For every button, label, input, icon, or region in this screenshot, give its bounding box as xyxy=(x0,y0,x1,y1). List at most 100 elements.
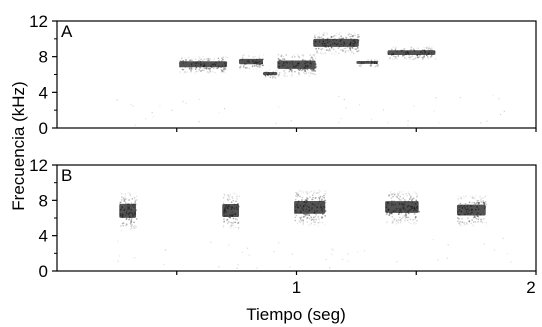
note-speckle xyxy=(339,40,342,42)
note-speckle xyxy=(248,55,250,57)
note-speckle xyxy=(410,208,412,211)
note-speckle xyxy=(237,215,239,218)
note-speckle xyxy=(394,203,397,206)
note-speckle xyxy=(226,198,229,200)
note-speckle xyxy=(248,61,250,63)
note-speckle xyxy=(389,212,391,214)
note-speckle xyxy=(317,36,319,39)
note-speckle xyxy=(416,207,418,209)
noise-speckle xyxy=(340,117,342,120)
note-speckle xyxy=(315,40,317,43)
note-speckle xyxy=(259,63,262,66)
note-speckle xyxy=(298,200,300,202)
note-speckle xyxy=(301,208,304,210)
note-speckle xyxy=(228,221,230,223)
note-speckle xyxy=(313,221,315,223)
note-speckle xyxy=(468,220,470,223)
note-speckle xyxy=(476,201,478,204)
note-speckle xyxy=(391,193,393,195)
note-speckle xyxy=(285,61,288,63)
note-speckle xyxy=(318,200,321,203)
note-speckle xyxy=(370,64,372,67)
note-speckle xyxy=(218,59,220,62)
note-speckle xyxy=(127,208,130,210)
note-speckle xyxy=(406,51,408,53)
note-speckle xyxy=(273,76,275,78)
note-speckle xyxy=(188,66,191,69)
note-speckle xyxy=(297,192,299,195)
note-speckle xyxy=(427,52,430,55)
note-speckle xyxy=(222,197,225,199)
note-speckle xyxy=(415,199,417,202)
noise-speckle xyxy=(198,121,200,123)
note-speckle xyxy=(125,218,128,220)
note-speckle xyxy=(213,67,215,70)
note-speckle xyxy=(314,36,316,39)
note-speckle xyxy=(401,49,403,52)
noise-speckle xyxy=(198,98,200,101)
note-speckle xyxy=(207,58,209,60)
note-speckle xyxy=(179,71,181,73)
note-speckle xyxy=(350,53,352,56)
noise-speckle xyxy=(338,95,340,97)
note-speckle xyxy=(314,221,317,223)
note-speckle xyxy=(350,41,352,44)
note-speckle xyxy=(324,202,327,204)
x-tick-label: 2 xyxy=(526,278,535,297)
note-speckle xyxy=(324,190,327,192)
noise-speckle xyxy=(331,253,333,256)
note-speckle xyxy=(324,210,327,212)
noise-speckle xyxy=(134,124,136,126)
note-speckle xyxy=(471,219,473,221)
note-speckle xyxy=(321,208,323,210)
note-speckle xyxy=(473,215,476,217)
note-speckle xyxy=(281,58,284,60)
note-speckle xyxy=(411,55,413,57)
note-speckle xyxy=(326,33,328,35)
noise-speckle xyxy=(144,118,147,120)
note-speckle xyxy=(304,215,307,217)
note-speckle xyxy=(296,203,298,206)
note-speckle xyxy=(194,62,197,64)
note-speckle xyxy=(312,58,314,61)
note-speckle xyxy=(465,195,467,197)
note-speckle xyxy=(360,62,363,64)
note-speckle xyxy=(134,201,136,203)
note-speckle xyxy=(297,194,299,197)
note-speckle xyxy=(309,223,312,226)
note-speckle xyxy=(290,75,292,77)
note-speckle xyxy=(131,198,133,200)
note-speckle xyxy=(221,65,224,67)
note-speckle xyxy=(230,208,233,211)
note xyxy=(179,55,229,75)
note-speckle xyxy=(124,200,126,202)
note-speckle xyxy=(467,204,469,206)
note-speckle xyxy=(404,215,407,218)
note-speckle xyxy=(482,200,484,202)
note-speckle xyxy=(393,220,395,222)
note-speckle xyxy=(468,209,470,211)
note-speckle xyxy=(284,75,286,77)
note-speckle xyxy=(333,48,335,51)
note-speckle xyxy=(315,48,317,50)
note-speckle xyxy=(226,215,228,217)
note-speckle xyxy=(323,32,325,34)
note-speckle xyxy=(399,216,401,218)
note-speckle xyxy=(402,197,404,200)
note-speckle xyxy=(404,51,407,54)
note-speckle xyxy=(230,221,232,224)
note-speckle xyxy=(285,67,287,70)
note xyxy=(387,46,437,61)
note-speckle xyxy=(349,42,352,45)
note-speckle xyxy=(129,194,131,197)
note-speckle xyxy=(131,217,133,220)
note-speckle xyxy=(297,67,299,70)
note-speckle xyxy=(414,57,417,60)
note-speckle xyxy=(306,64,309,67)
note-speckle xyxy=(322,195,324,198)
note-speckle xyxy=(387,208,390,211)
note-speckle xyxy=(120,225,122,227)
note-speckle xyxy=(305,208,308,211)
note-speckle xyxy=(322,32,325,35)
note-speckle xyxy=(283,74,285,77)
